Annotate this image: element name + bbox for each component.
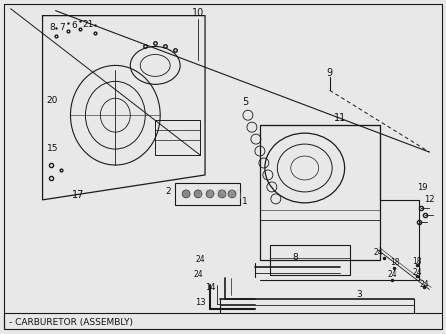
Circle shape	[218, 190, 226, 198]
Text: 24: 24	[195, 255, 205, 264]
Text: 24: 24	[193, 270, 203, 279]
Text: 8: 8	[50, 23, 55, 32]
Text: 17: 17	[72, 190, 85, 200]
Text: 14: 14	[205, 283, 215, 292]
Text: 15: 15	[47, 144, 58, 153]
Text: CMSNL: CMSNL	[198, 188, 248, 202]
Text: 9: 9	[326, 68, 333, 78]
Bar	[155, 120, 200, 155]
Circle shape	[194, 190, 202, 198]
Circle shape	[206, 190, 214, 198]
Text: 11: 11	[334, 113, 346, 123]
Circle shape	[228, 190, 236, 198]
Text: 12: 12	[424, 195, 434, 204]
Text: 13: 13	[195, 298, 206, 307]
Text: 3: 3	[357, 290, 363, 299]
Text: 24: 24	[388, 270, 397, 279]
Text: 10: 10	[192, 8, 204, 18]
Text: 5: 5	[242, 97, 248, 107]
Text: 18: 18	[413, 257, 422, 266]
Text: 19: 19	[417, 183, 428, 192]
Text: 21: 21	[83, 20, 94, 29]
Bar	[260, 125, 380, 260]
Text: - CARBURETOR (ASSEMBLY): - CARBURETOR (ASSEMBLY)	[8, 318, 132, 327]
Text: 7: 7	[60, 23, 66, 32]
Text: 24: 24	[374, 248, 383, 257]
Text: 24: 24	[420, 280, 429, 289]
Text: 2: 2	[165, 187, 171, 196]
Text: 20: 20	[47, 96, 58, 105]
Text: 18: 18	[390, 258, 399, 267]
Circle shape	[182, 190, 190, 198]
Text: 1: 1	[242, 197, 248, 206]
Bar	[175, 183, 240, 205]
Text: 8: 8	[292, 253, 297, 262]
Text: 24: 24	[413, 268, 422, 277]
Text: 6: 6	[72, 21, 77, 30]
Bar	[270, 245, 350, 275]
